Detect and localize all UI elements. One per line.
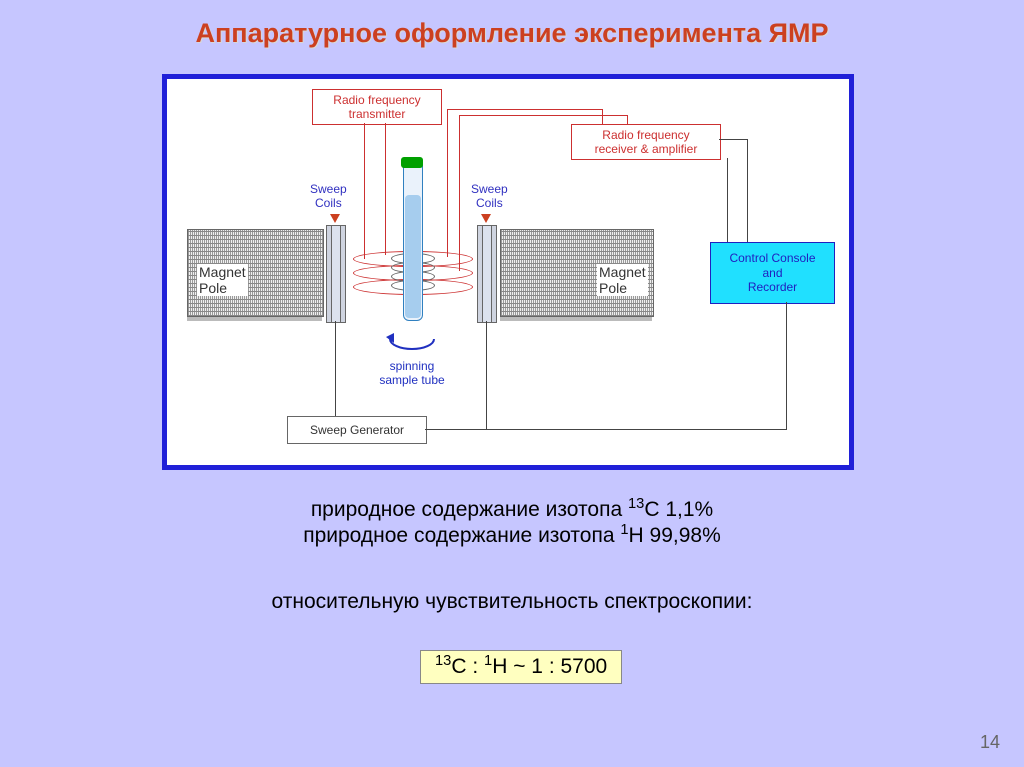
spinning-tube-label: spinning sample tube	[367, 359, 457, 387]
wire	[486, 429, 786, 430]
sweep-generator-box: Sweep Generator	[287, 416, 427, 444]
wire	[385, 123, 386, 255]
sweep-coil-left-strip	[331, 225, 341, 323]
wire	[364, 123, 365, 259]
sample-tube	[403, 164, 423, 321]
wire	[447, 109, 602, 110]
wire	[335, 321, 336, 416]
wire	[786, 302, 787, 430]
nmr-diagram: Magnet Pole Magnet Pole Sweep Coils Swee…	[162, 74, 854, 470]
isotope-text-2: природное содержание изотопа 1H 99,98%	[0, 524, 1024, 548]
wire	[727, 158, 728, 242]
sensitivity-text: относительную чувствительность спектроск…	[0, 590, 1024, 614]
wire	[486, 321, 487, 429]
magnet-right-label: Magnet Pole	[597, 264, 648, 296]
magnet-left-label: Magnet Pole	[197, 264, 248, 296]
sweep-coil-right-strip	[482, 225, 492, 323]
wire	[719, 139, 747, 140]
page-number: 14	[980, 732, 1000, 753]
arrow-down-icon	[481, 214, 491, 223]
spinning-arrow-icon	[382, 327, 442, 357]
slide-title: Аппаратурное оформление эксперимента ЯМР	[0, 0, 1024, 49]
wire	[747, 139, 748, 242]
tube-cap	[401, 157, 423, 168]
sweep-coil-right-label: Sweep Coils	[471, 182, 508, 210]
wire	[459, 115, 460, 271]
wire	[459, 115, 627, 116]
sweep-coil-left-label: Sweep Coils	[310, 182, 347, 210]
wire	[627, 115, 628, 124]
control-console-box: Control Console and Recorder	[710, 242, 835, 304]
rf-transmitter-box: Radio frequency transmitter	[312, 89, 442, 125]
arrow-down-icon	[330, 214, 340, 223]
wire	[447, 109, 448, 257]
ratio-box: 13C : 1H ~ 1 : 5700	[420, 650, 622, 684]
wire	[425, 429, 487, 430]
wire	[602, 109, 603, 124]
isotope-text-1: природное содержание изотопа 13C 1,1%	[0, 498, 1024, 522]
rf-receiver-box: Radio frequency receiver & amplifier	[571, 124, 721, 160]
sample-liquid	[405, 195, 421, 318]
